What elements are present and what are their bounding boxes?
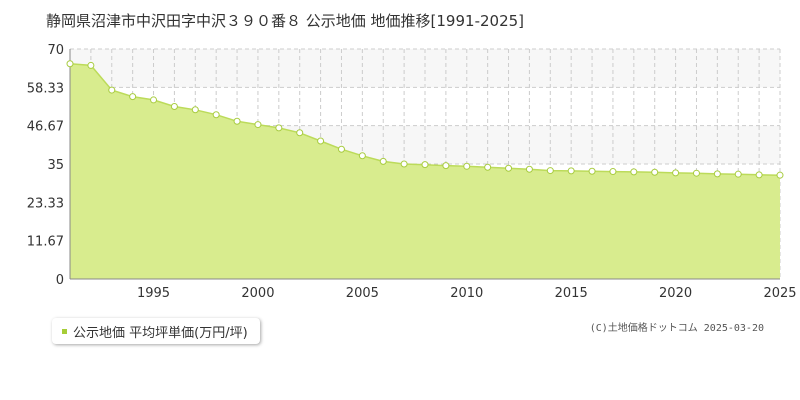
x-tick-label: 2010 xyxy=(450,286,483,301)
data-point xyxy=(546,167,554,175)
y-tick-label: 70 xyxy=(47,43,64,58)
data-point xyxy=(463,162,471,170)
data-point xyxy=(87,61,95,69)
data-point xyxy=(442,162,450,170)
grid-band xyxy=(70,49,780,88)
data-point xyxy=(170,103,178,110)
y-tick-label: 0 xyxy=(56,273,64,288)
data-point xyxy=(233,117,241,125)
data-point xyxy=(692,169,700,177)
data-point xyxy=(129,93,137,101)
data-point xyxy=(609,168,617,176)
y-tick-label: 11.67 xyxy=(27,235,64,250)
tick-labels: 0 11.67 23.33 35 46.67 58.33 70 1995 2000 2005 201… xyxy=(27,43,797,301)
data-point xyxy=(505,164,513,172)
data-point xyxy=(254,121,262,129)
data-point xyxy=(672,169,680,177)
data-point xyxy=(713,170,721,178)
axes xyxy=(69,49,780,280)
data-point xyxy=(150,96,158,104)
credit-text: (C)土地価格ドットコム 2025-03-20 xyxy=(589,323,764,334)
y-tick-label: 46.67 xyxy=(27,120,64,135)
data-point xyxy=(358,152,366,160)
chart-title: 静岡県沼津市中沢田字中沢３９０番８ 公示地価 地価推移[1991-2025] xyxy=(46,12,525,30)
data-point xyxy=(567,167,575,175)
data-point xyxy=(296,129,304,137)
data-point xyxy=(421,161,429,169)
series-area xyxy=(70,63,780,279)
legend: 公示地価 平均坪単価(万円/坪) xyxy=(52,318,260,344)
x-tick-label: 2000 xyxy=(241,286,274,301)
data-point xyxy=(379,157,387,165)
data-point xyxy=(191,106,199,114)
data-point xyxy=(484,163,492,171)
y-tick-label: 23.33 xyxy=(27,196,64,211)
x-tick-label: 2015 xyxy=(555,286,588,301)
data-point xyxy=(776,171,784,179)
data-point xyxy=(525,165,533,173)
x-tick-label: 2005 xyxy=(346,286,379,301)
data-points xyxy=(66,60,784,179)
data-point xyxy=(734,170,742,178)
data-point xyxy=(630,168,638,176)
y-tick-label: 58.33 xyxy=(27,81,64,96)
data-point xyxy=(275,124,283,132)
y-tick-label: 35 xyxy=(47,158,64,173)
data-point xyxy=(651,168,659,176)
data-point xyxy=(108,86,116,94)
legend-swatch xyxy=(62,328,67,334)
data-point xyxy=(755,171,763,179)
data-point xyxy=(588,167,596,175)
x-tick-label: 2025 xyxy=(763,286,796,301)
x-tick-label: 1995 xyxy=(137,286,170,301)
data-point xyxy=(66,60,74,68)
data-point xyxy=(317,137,325,145)
data-point xyxy=(337,145,345,153)
legend-label: 公示地価 平均坪単価(万円/坪) xyxy=(73,325,248,341)
x-tick-label: 2020 xyxy=(659,286,692,301)
data-point xyxy=(212,111,220,119)
data-point xyxy=(400,160,408,168)
